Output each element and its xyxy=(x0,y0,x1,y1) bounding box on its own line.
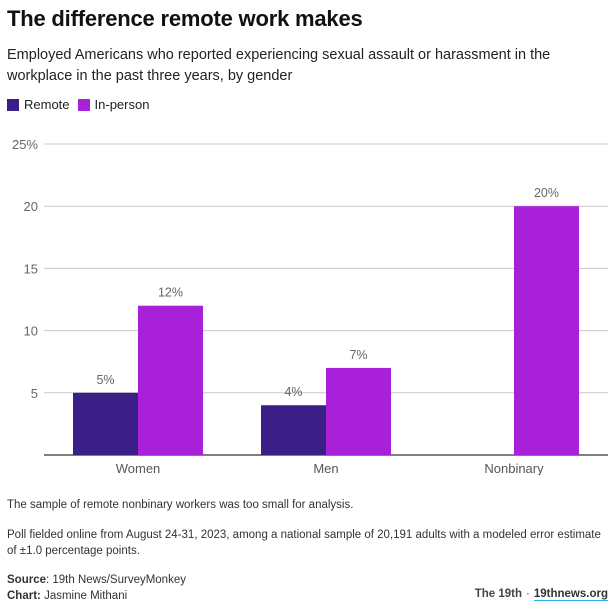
chart-title: The difference remote work makes xyxy=(7,6,363,31)
brand-link[interactable]: 19thnews.org xyxy=(533,588,608,601)
bar-in-person-men xyxy=(326,367,391,455)
y-tick-label: 10 xyxy=(24,324,38,339)
footnote-methodology: Poll fielded online from August 24-31, 2… xyxy=(7,529,601,557)
y-tick-label: 25% xyxy=(12,137,38,152)
legend-item-remote: Remote xyxy=(7,97,70,112)
bar-remote-men xyxy=(261,405,326,455)
credits: Source: 19th News/SurveyMonkey Chart: Ja… xyxy=(7,572,186,604)
source-value: : 19th News/SurveyMonkey xyxy=(46,574,186,586)
data-label: 12% xyxy=(158,286,183,300)
legend: Remote In-person xyxy=(7,97,157,112)
footnote-sample: The sample of remote nonbinary workers w… xyxy=(7,499,354,511)
legend-swatch-remote xyxy=(7,98,19,111)
chart-credit-line: Chart: Jasmine Mithani xyxy=(7,588,186,604)
x-tick-label: Nonbinary xyxy=(484,461,544,475)
legend-label-remote: Remote xyxy=(24,97,70,112)
chart-subtitle: Employed Americans who reported experien… xyxy=(7,47,551,84)
chart-credit-label: Chart: xyxy=(7,590,41,602)
chart-credit-value: Jasmine Mithani xyxy=(40,590,128,602)
bar-remote-women xyxy=(73,392,138,455)
legend-swatch-in-person xyxy=(77,98,90,111)
bar-chart: 5 10 15 20 25% 5% 12% Women 4% 7% Men 20% Nonbinary xyxy=(12,137,608,475)
data-label: 20% xyxy=(534,186,559,200)
y-tick-label: 5 xyxy=(31,386,38,401)
bar-in-person-nonbinary xyxy=(514,206,579,455)
legend-label-in-person: In-person xyxy=(94,97,150,112)
bar-in-person-women xyxy=(138,305,203,455)
data-label: 5% xyxy=(96,373,114,387)
x-tick-label: Women xyxy=(116,461,161,475)
brand-name: The 19th xyxy=(474,588,523,600)
brand-separator: · xyxy=(526,588,530,600)
data-label: 7% xyxy=(349,348,367,362)
x-tick-label: Men xyxy=(313,461,338,475)
brand: The 19th · 19thnews.org xyxy=(474,588,608,601)
source-line: Source: 19th News/SurveyMonkey xyxy=(7,572,186,588)
source-label: Source xyxy=(7,574,46,586)
y-tick-label: 20 xyxy=(24,199,38,214)
legend-item-in-person: In-person xyxy=(77,97,150,112)
y-tick-label: 15 xyxy=(24,261,38,276)
data-label: 4% xyxy=(284,385,302,399)
